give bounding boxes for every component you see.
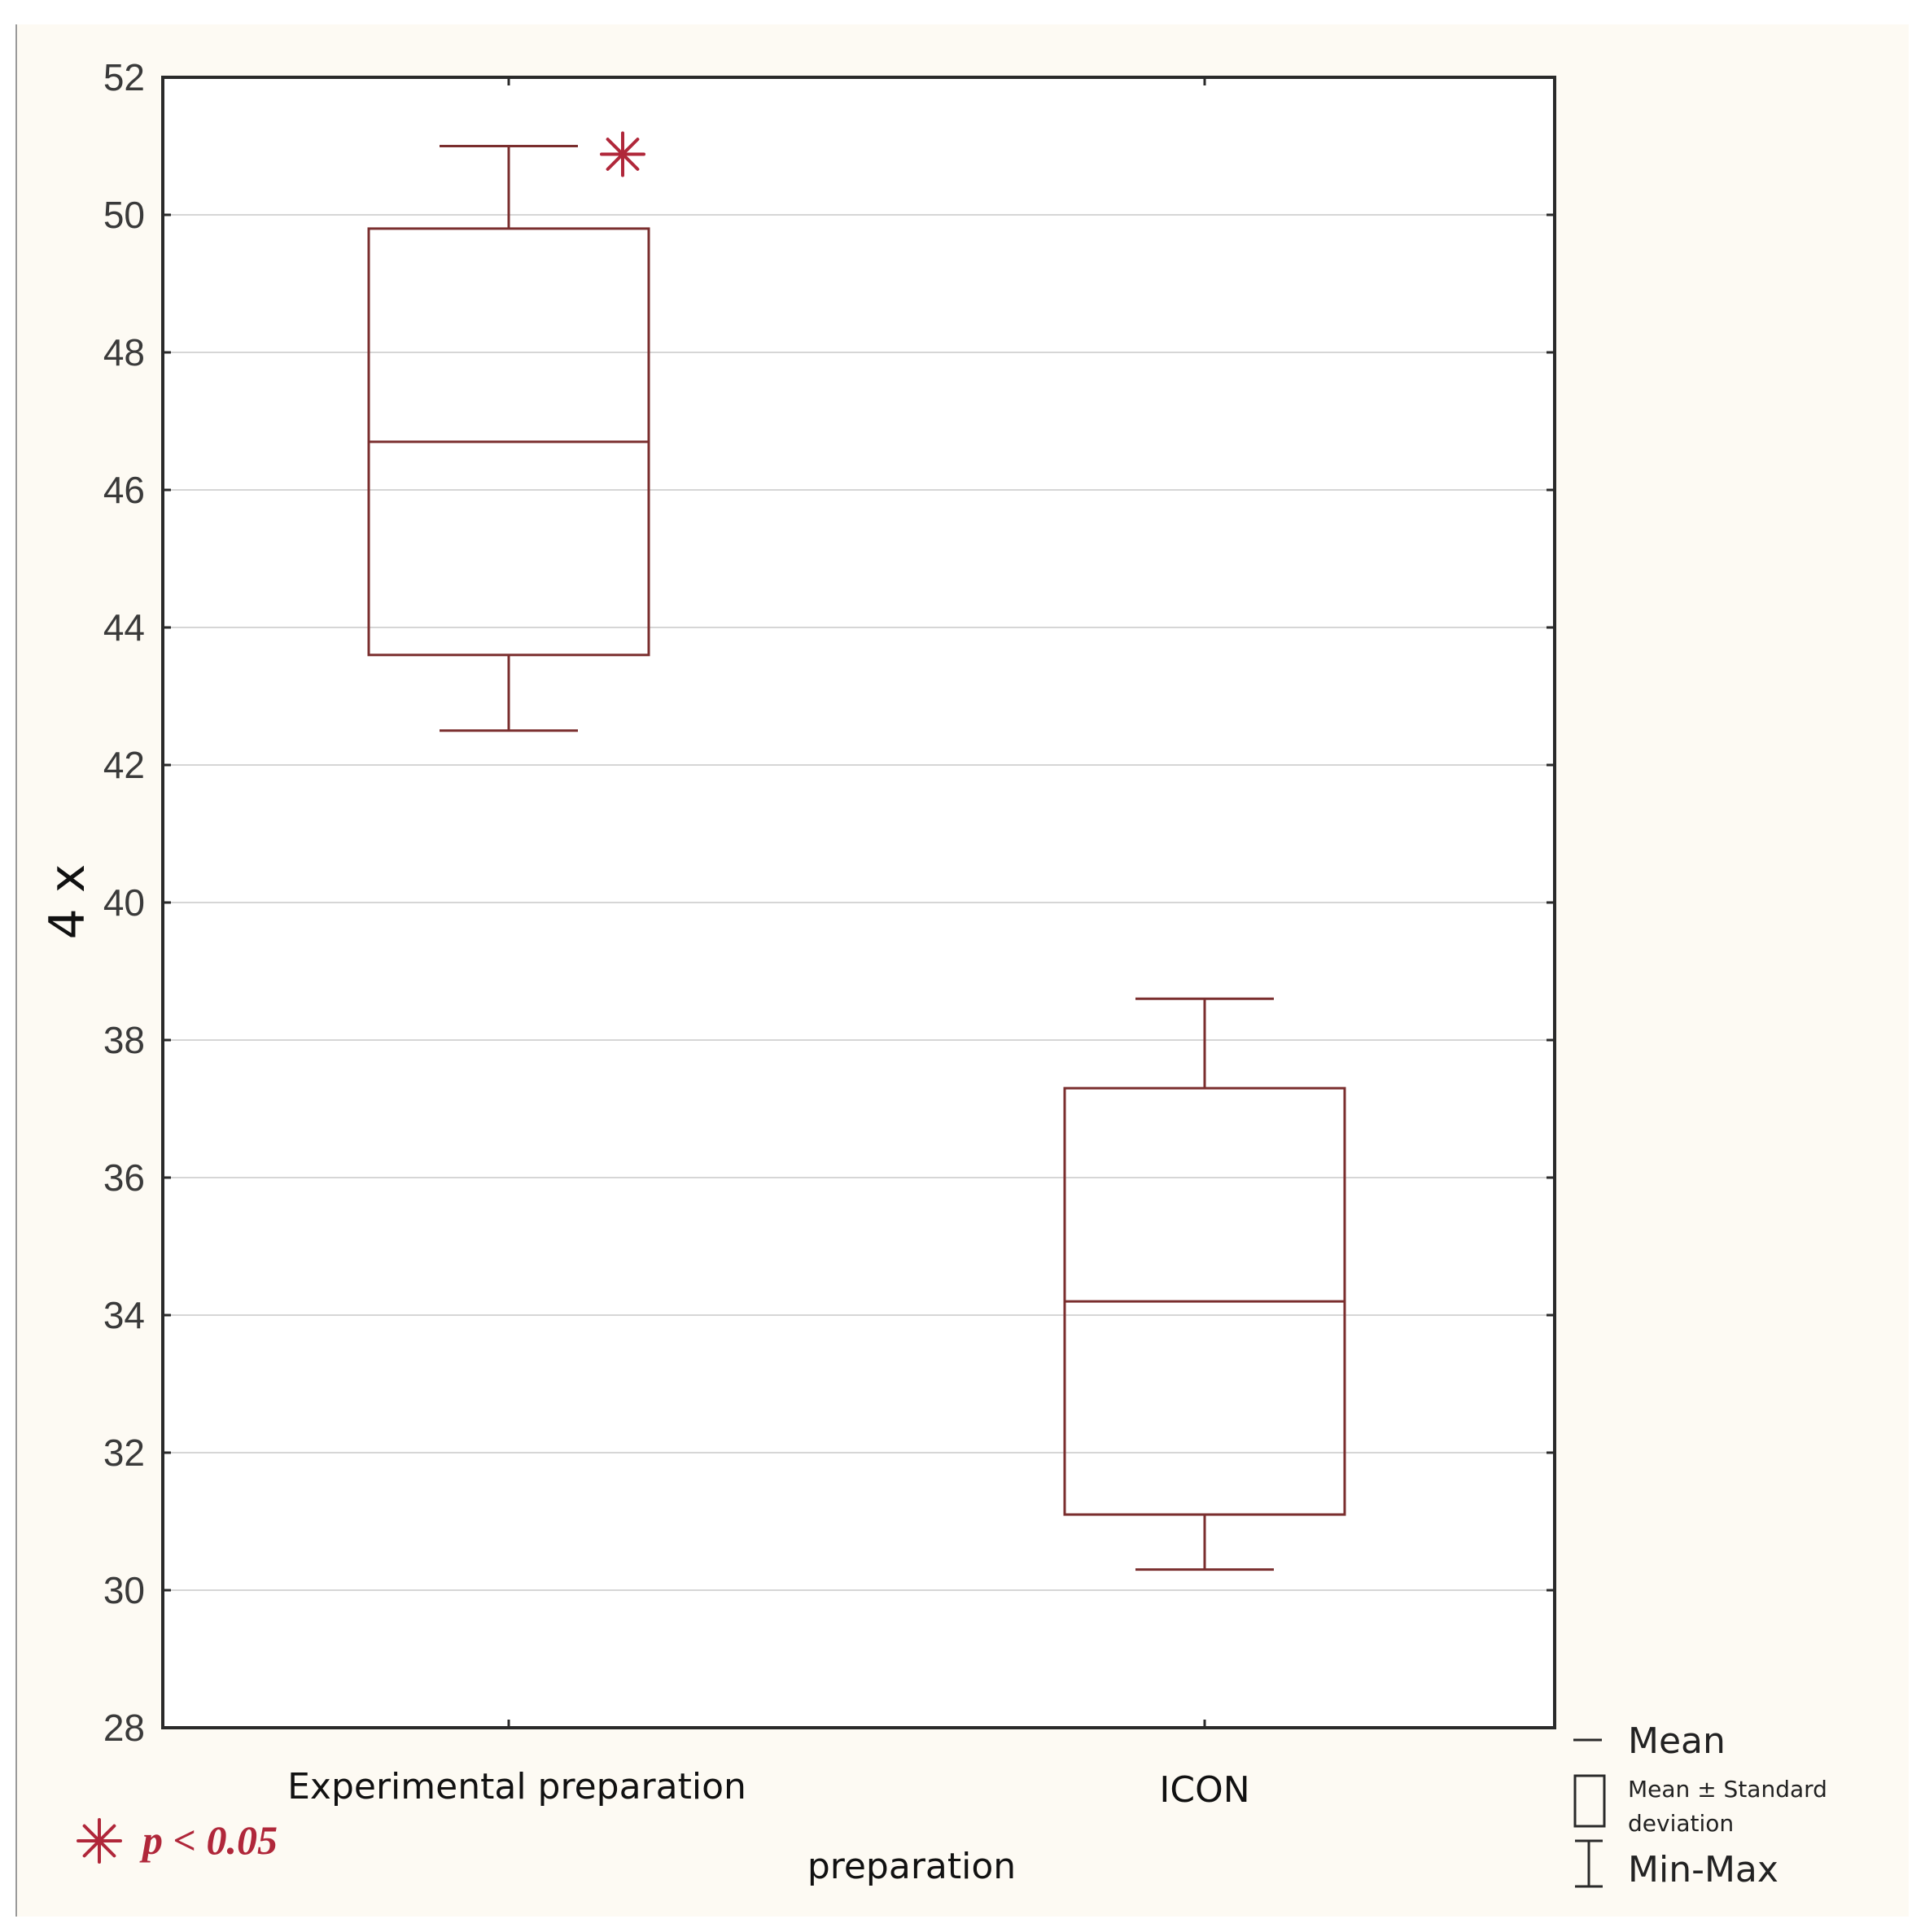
y-tick-label: 50	[103, 194, 145, 236]
legend-minmax-label: Min-Max	[1628, 1849, 1778, 1890]
significance-note: p < 0.05	[77, 1817, 278, 1864]
legend-box-label: deviation	[1628, 1810, 1734, 1837]
y-tick-label: 38	[103, 1019, 145, 1061]
y-tick-label: 40	[103, 881, 145, 924]
y-tick-label: 28	[103, 1707, 145, 1749]
y-tick-label: 46	[103, 469, 145, 511]
box-series	[367, 145, 1346, 1571]
note-asterisk-icon	[77, 1818, 122, 1864]
significance-note-text: p < 0.05	[139, 1817, 278, 1863]
y-tick-label: 36	[103, 1156, 145, 1199]
y-axis-title: 4 x	[39, 864, 96, 940]
y-tick-label: 44	[103, 606, 145, 649]
x-tick-label: Experimental preparation	[287, 1766, 746, 1807]
plot-frame	[161, 76, 1556, 1729]
y-tick-label: 52	[103, 56, 145, 98]
y-tick-label: 32	[103, 1432, 145, 1474]
asterisk-stroke	[82, 1824, 116, 1858]
legend-box-swatch	[1573, 1774, 1606, 1828]
x-axis: Experimental preparation ICON	[287, 77, 1250, 1811]
y-tick-label: 30	[103, 1569, 145, 1611]
box-experimental	[367, 145, 650, 732]
y-tick-label: 42	[103, 744, 145, 786]
grid-lines	[163, 214, 1555, 1591]
legend-box-label: Mean ± Standard	[1628, 1776, 1827, 1803]
legend-mean-label: Mean	[1628, 1720, 1726, 1762]
asterisk-stroke	[606, 138, 640, 171]
legend: Mean Mean ± Standard deviation Min-Max	[1573, 1720, 1827, 1890]
y-tick-label: 34	[103, 1294, 145, 1336]
box-icon	[1063, 997, 1346, 1571]
y-tick-label: 48	[103, 331, 145, 374]
x-tick-label: ICON	[1159, 1769, 1249, 1811]
significance-asterisk-icon	[600, 131, 645, 177]
x-axis-title: preparation	[807, 1846, 1016, 1887]
significance-marks	[600, 131, 645, 177]
y-axis: 28 30 32 34 36 38 40 42 44 46 48 50 52	[103, 56, 1555, 1749]
